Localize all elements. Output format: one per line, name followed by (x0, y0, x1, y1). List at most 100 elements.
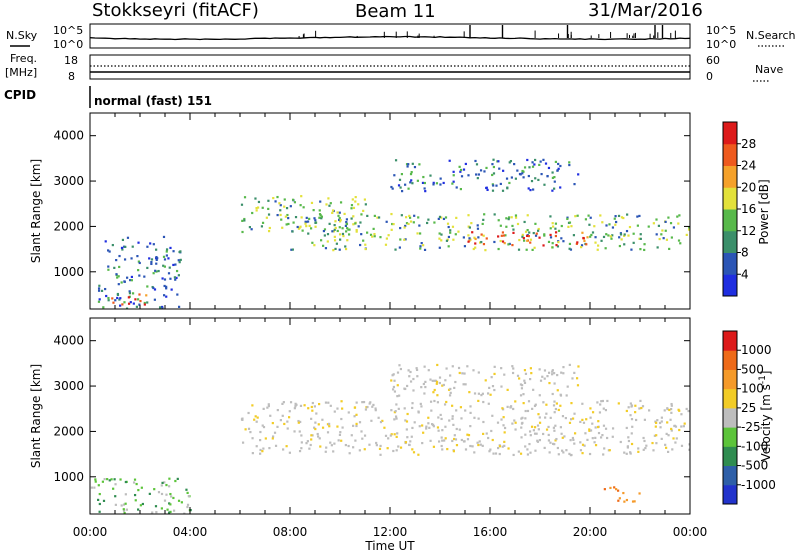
velocity-cell (563, 435, 566, 438)
velocity-cell (340, 417, 343, 421)
velocity-cell (177, 499, 181, 502)
power-colorbar-swatch (723, 230, 737, 253)
power-cell (332, 230, 336, 233)
velocity-cell (309, 443, 312, 447)
velocity-cell (436, 426, 440, 429)
power-cell (157, 269, 160, 273)
velocity-cell (390, 379, 393, 382)
velocity-cell (500, 367, 503, 370)
power-cell (687, 228, 690, 231)
power-cell (419, 245, 422, 248)
velocity-cell (429, 439, 432, 442)
power-cell (449, 229, 452, 232)
velocity-cell (548, 381, 551, 385)
power-cell (542, 158, 545, 161)
power-cell (537, 178, 540, 182)
velocity-cell (395, 435, 398, 439)
power-cell (130, 279, 133, 282)
power-cell (131, 245, 134, 248)
power-cell (557, 167, 560, 170)
power-cell (474, 159, 477, 163)
velocity-cell (299, 420, 302, 424)
velocity-cell (599, 403, 602, 406)
velocity-cell (660, 420, 663, 423)
power-cell (130, 275, 133, 279)
time-tick-label: 20:00 (573, 525, 608, 539)
velocity-cell (619, 440, 622, 444)
power-cell (551, 171, 554, 174)
velocity-cell (311, 434, 314, 437)
velocity-cell (420, 405, 423, 408)
velocity-cell (102, 499, 106, 502)
velocity-cell (256, 416, 259, 419)
velocity-cell (355, 401, 358, 404)
power-cell (163, 265, 167, 268)
velocity-cell (581, 452, 584, 455)
velocity-cell (535, 432, 538, 435)
power-cell (656, 246, 659, 249)
power-cell (398, 178, 402, 181)
power-cell (463, 245, 467, 248)
velocity-frame (89, 317, 691, 515)
velocity-cell (393, 390, 397, 393)
velocity-cell (386, 447, 389, 450)
power-cell (416, 232, 419, 235)
power-cell (577, 173, 580, 176)
power-cell (678, 214, 681, 217)
power-cell (560, 237, 563, 240)
velocity-cell (543, 369, 547, 372)
velocity-cell (617, 499, 620, 502)
velocity-cell (683, 422, 686, 425)
velocity-cell (503, 373, 506, 376)
power-cell (138, 274, 141, 277)
velocity-cell (500, 385, 503, 388)
velocity-cell (460, 417, 463, 420)
velocity-colorbar-swatch (723, 427, 737, 447)
velocity-cell (642, 448, 645, 451)
power-ylabel: Slant Range [km] (29, 159, 43, 263)
velocity-cell (477, 417, 480, 420)
velocity-colorbar-swatch (723, 350, 737, 370)
velocity-cell (310, 438, 313, 441)
power-cell (418, 224, 421, 227)
power-ytick-label: 4000 (53, 129, 84, 143)
velocity-cell (333, 410, 336, 413)
power-cell (325, 203, 328, 206)
power-cell (314, 225, 317, 228)
time-tick-label: 04:00 (173, 525, 208, 539)
velocity-cell (626, 446, 629, 449)
velocity-cell (443, 439, 446, 442)
power-cell (404, 224, 407, 228)
velocity-cell (544, 416, 547, 419)
power-cell (155, 270, 158, 273)
power-cell (544, 162, 548, 165)
velocity-cell (670, 402, 673, 406)
velocity-cell (241, 417, 244, 420)
power-cell (591, 231, 595, 234)
power-cell (521, 172, 524, 175)
power-cell (385, 237, 388, 240)
velocity-cell (244, 428, 247, 431)
power-cell (128, 290, 131, 293)
velocity-cell (501, 407, 504, 410)
velocity-cell (381, 419, 384, 423)
power-cell (331, 230, 334, 233)
power-cell (241, 230, 244, 234)
power-cell (424, 190, 427, 193)
power-cell (346, 227, 349, 230)
power-cell (574, 215, 577, 218)
velocity-cell (94, 480, 97, 483)
velocity-cell (406, 436, 409, 439)
velocity-cell (396, 395, 399, 398)
power-cell (655, 218, 658, 221)
velocity-cell (441, 439, 444, 442)
velocity-cell (677, 408, 680, 411)
velocity-cell (282, 401, 285, 404)
power-cell (482, 218, 485, 221)
power-cell (369, 233, 373, 236)
velocity-ytick-label: 1000 (53, 470, 84, 484)
velocity-cell (379, 420, 383, 424)
velocity-cell (497, 446, 500, 450)
velocity-cell (594, 444, 598, 447)
velocity-cell (174, 479, 177, 483)
